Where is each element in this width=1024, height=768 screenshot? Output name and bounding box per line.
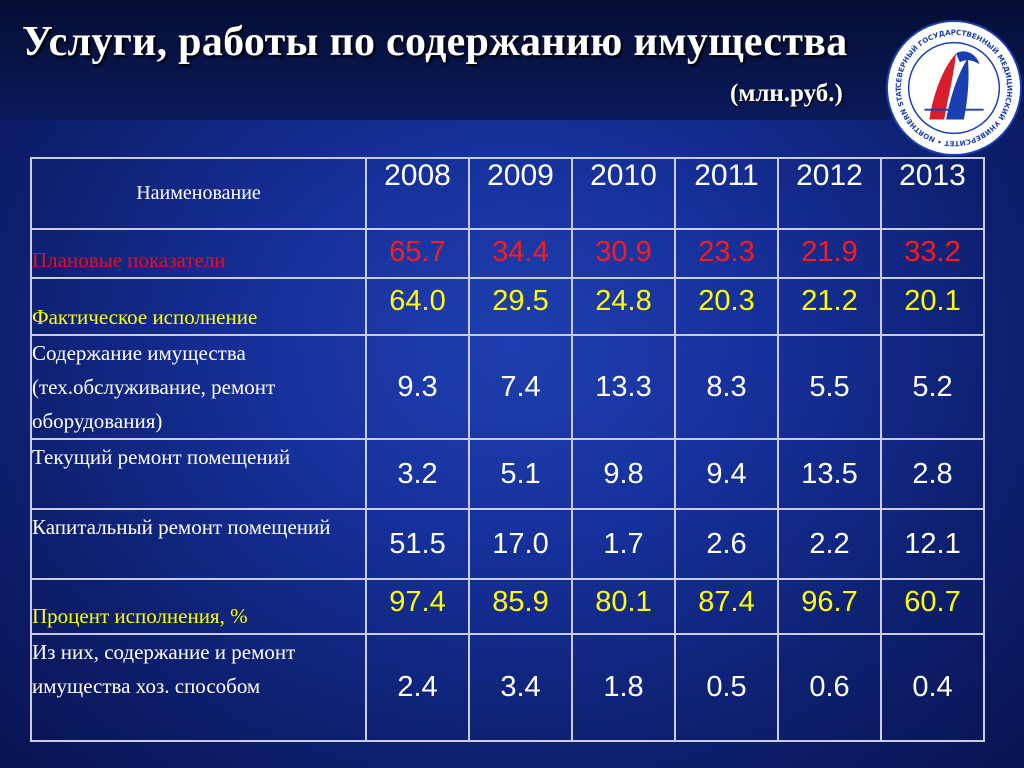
cell-value: 5.5 (777, 334, 882, 440)
header-year: 2009 (468, 157, 573, 230)
cell-value: 21.9 (777, 228, 882, 279)
row-label: Фактическое исполнение (30, 277, 367, 336)
header-year: 2011 (674, 157, 779, 230)
cell-value: 64.0 (365, 277, 470, 336)
university-logo: СЕВЕРНЫЙ ГОСУДАРСТВЕННЫЙ МЕДИЦИНСКИЙ УНИ… (885, 18, 1023, 157)
unit-label: (млн.руб.) (730, 80, 843, 107)
row-label: Из них, содержание и ремонт имущества хо… (30, 633, 367, 742)
cell-value: 5.1 (468, 438, 573, 510)
cell-value: 23.3 (674, 228, 779, 279)
cell-value: 9.4 (674, 438, 779, 510)
cell-value: 33.2 (880, 228, 985, 279)
cell-value: 12.1 (880, 508, 985, 580)
header-row: Наименование 2008 2009 2010 2011 2012 20… (30, 157, 985, 230)
cell-value: 2.4 (365, 633, 470, 742)
cell-value: 51.5 (365, 508, 470, 580)
table-row: Плановые показатели 65.7 34.4 30.9 23.3 … (30, 228, 985, 279)
header-year: 2013 (880, 157, 985, 230)
cell-value: 13.3 (571, 334, 676, 440)
header-name: Наименование (30, 157, 367, 230)
cell-value: 17.0 (468, 508, 573, 580)
row-label: Процент исполнения, % (30, 578, 367, 635)
cell-value: 0.4 (880, 633, 985, 742)
header-year: 2010 (571, 157, 676, 230)
row-label: Плановые показатели (30, 228, 367, 279)
cell-value: 80.1 (571, 578, 676, 635)
cell-value: 9.3 (365, 334, 470, 440)
cell-value: 20.3 (674, 277, 779, 336)
cell-value: 96.7 (777, 578, 882, 635)
cell-value: 7.4 (468, 334, 573, 440)
table-row: Из них, содержание и ремонт имущества хо… (30, 633, 985, 742)
cell-value: 5.2 (880, 334, 985, 440)
cell-value: 2.8 (880, 438, 985, 510)
cell-value: 21.2 (777, 277, 882, 336)
table-row: Содержание имущества (тех.обслуживание, … (30, 334, 985, 440)
cell-value: 24.8 (571, 277, 676, 336)
cell-value: 1.8 (571, 633, 676, 742)
header-year: 2008 (365, 157, 470, 230)
cell-value: 9.8 (571, 438, 676, 510)
cell-value: 2.2 (777, 508, 882, 580)
row-label: Содержание имущества (тех.обслуживание, … (30, 334, 367, 440)
row-label: Текущий ремонт помещений (30, 438, 367, 510)
cell-value: 13.5 (777, 438, 882, 510)
cell-value: 1.7 (571, 508, 676, 580)
table-row: Процент исполнения, % 97.4 85.9 80.1 87.… (30, 578, 985, 635)
table-row: Фактическое исполнение 64.0 29.5 24.8 20… (30, 277, 985, 336)
title-band (0, 0, 1024, 120)
slide-title: Услуги, работы по содержанию имущества (22, 19, 848, 65)
cell-value: 60.7 (880, 578, 985, 635)
cell-value: 3.2 (365, 438, 470, 510)
cell-value: 97.4 (365, 578, 470, 635)
cell-value: 85.9 (468, 578, 573, 635)
cell-value: 87.4 (674, 578, 779, 635)
header-year: 2012 (777, 157, 882, 230)
row-label: Капитальный ремонт помещений (30, 508, 367, 580)
cell-value: 2.6 (674, 508, 779, 580)
table-row: Капитальный ремонт помещений 51.5 17.0 1… (30, 508, 985, 580)
cell-value: 0.5 (674, 633, 779, 742)
cell-value: 20.1 (880, 277, 985, 336)
cell-value: 29.5 (468, 277, 573, 336)
table-row: Текущий ремонт помещений 3.2 5.1 9.8 9.4… (30, 438, 985, 510)
data-table: Наименование 2008 2009 2010 2011 2012 20… (30, 157, 985, 742)
cell-value: 34.4 (468, 228, 573, 279)
cell-value: 30.9 (571, 228, 676, 279)
cell-value: 8.3 (674, 334, 779, 440)
cell-value: 65.7 (365, 228, 470, 279)
cell-value: 0.6 (777, 633, 882, 742)
cell-value: 3.4 (468, 633, 573, 742)
